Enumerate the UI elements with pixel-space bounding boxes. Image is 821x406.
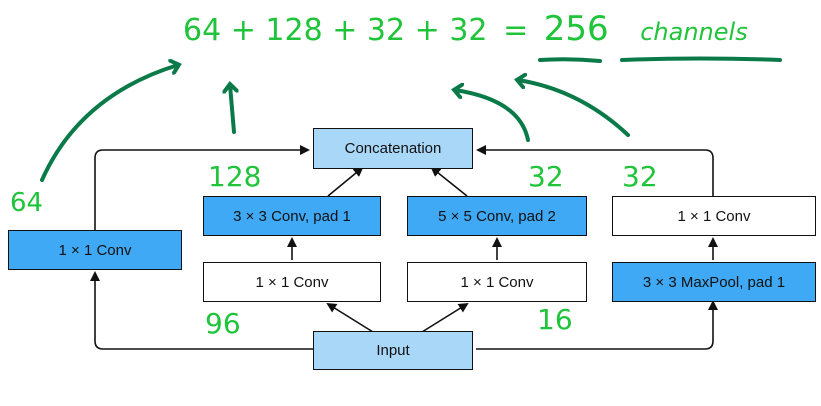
edge-path3-concat	[430, 166, 468, 197]
input-box: Input	[313, 331, 473, 370]
eq-plus-3: +	[414, 13, 440, 48]
edge-path4-concat	[476, 145, 714, 196]
concatenation-box: Concatenation	[313, 128, 473, 169]
annotation-path1-channels: 64	[10, 188, 44, 218]
hand-arrow-32a	[455, 90, 530, 142]
edge-input-path3	[421, 302, 469, 333]
eq-term-32a: 32	[366, 13, 406, 48]
hand-arrow-128	[230, 85, 234, 134]
edge-input-path1	[90, 271, 316, 350]
annotation-path3-reduce: 16	[537, 303, 573, 336]
edge-path2-concat	[327, 166, 364, 197]
edge-input-path2	[326, 302, 374, 333]
eq-equals: =	[503, 13, 529, 48]
annotation-path4-channels: 32	[622, 160, 658, 193]
path2-conv1x1-box: 1 × 1 Conv	[203, 262, 381, 302]
path3-conv5x5-box: 5 × 5 Conv, pad 2	[407, 196, 587, 236]
eq-term-64: 64	[183, 13, 222, 48]
annotation-path2-reduce: 96	[205, 307, 241, 340]
eq-unit: channels	[640, 18, 748, 46]
annotation-path3-channels: 32	[528, 160, 564, 193]
underline-channels	[620, 56, 782, 62]
eq-term-128: 128	[265, 13, 323, 48]
eq-total: 256	[543, 9, 609, 49]
edge-input-path4	[476, 300, 718, 350]
path2-conv3x3-box: 3 × 3 Conv, pad 1	[203, 196, 381, 236]
edge-path1-concat	[94, 145, 310, 230]
eq-plus-1: +	[230, 13, 256, 48]
hand-arrow-32b	[518, 80, 630, 137]
annotation-path2-channels: 128	[208, 160, 262, 193]
equation: 64 + 128 + 32 + 32 = 256 channels	[183, 9, 748, 49]
path1-conv1x1-box: 1 × 1 Conv	[8, 230, 182, 270]
eq-term-32b: 32	[449, 13, 488, 48]
eq-plus-2: +	[332, 13, 358, 48]
path4-conv1x1-box: 1 × 1 Conv	[612, 196, 816, 236]
underline-256	[538, 57, 602, 63]
path4-maxpool-box: 3 × 3 MaxPool, pad 1	[612, 262, 816, 302]
hand-arrow-64	[40, 65, 178, 182]
path3-conv1x1-box: 1 × 1 Conv	[407, 262, 587, 302]
